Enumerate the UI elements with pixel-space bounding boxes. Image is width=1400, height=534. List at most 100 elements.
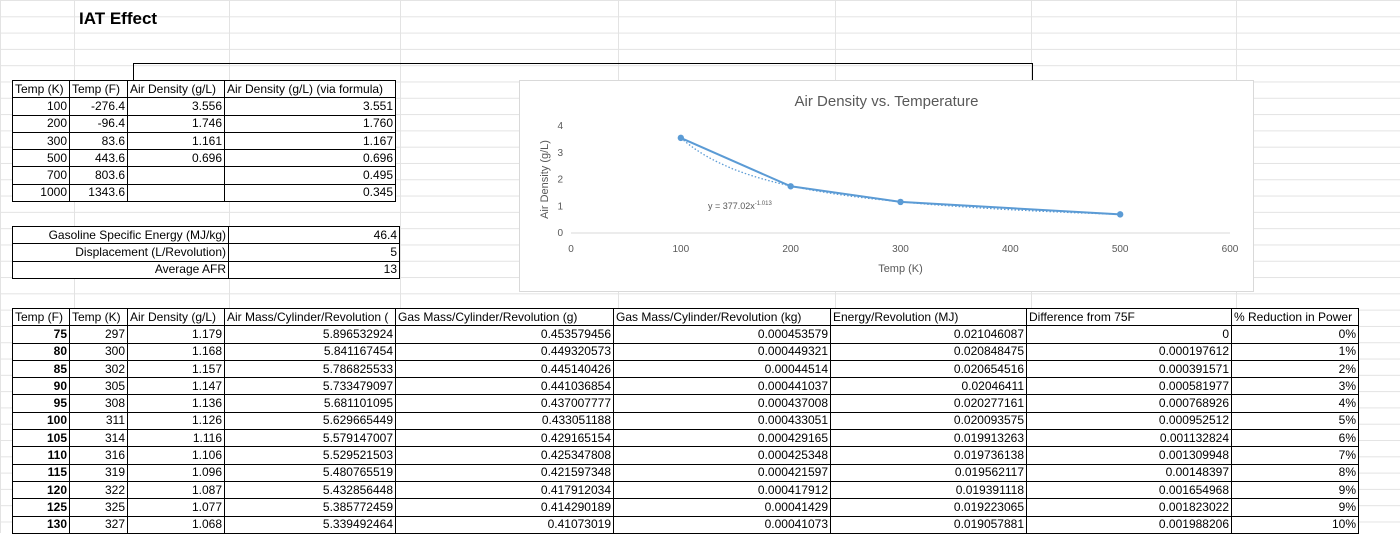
table-cell[interactable]: 1.068 (127, 515, 225, 534)
table-cell[interactable]: 297 (69, 325, 128, 344)
param-value[interactable]: 13 (228, 260, 400, 279)
table-cell[interactable]: 8% (1231, 463, 1359, 482)
header-cell[interactable]: Temp (F) (69, 79, 128, 99)
table-cell[interactable]: -96.4 (69, 114, 128, 133)
header-cell[interactable]: Air Mass/Cylinder/Revolution ( (224, 307, 396, 327)
table-cell[interactable]: 0.41073019 (395, 515, 614, 534)
table-cell[interactable]: 319 (69, 463, 128, 482)
air-density-chart[interactable]: Air Density vs. Temperature 0 100 200 300 40… (519, 80, 1254, 292)
table-cell[interactable]: 1.077 (127, 498, 225, 517)
table-cell[interactable]: 0.000425348 (613, 446, 831, 465)
table-cell[interactable]: 5.579147007 (224, 429, 396, 448)
table-cell[interactable]: 0.000421597 (613, 463, 831, 482)
table-cell[interactable] (127, 166, 225, 185)
table-cell[interactable]: 0.019736138 (830, 446, 1027, 465)
header-cell[interactable]: Energy/Revolution (MJ) (830, 307, 1027, 327)
table-cell[interactable]: 0.417912034 (395, 480, 614, 500)
table-cell[interactable]: 0.000437008 (613, 394, 831, 413)
table-cell[interactable]: 1000 (12, 183, 70, 203)
table-cell[interactable]: 5.385772459 (224, 498, 396, 517)
table-cell[interactable]: 1.147 (127, 377, 225, 396)
header-cell[interactable]: Air Density (g/L) (127, 307, 225, 327)
table-cell[interactable]: 0.00041073 (613, 515, 831, 534)
table-cell[interactable]: 0.00148397 (1026, 463, 1232, 482)
table-cell[interactable]: 6% (1231, 429, 1359, 448)
table-cell[interactable]: 3.551 (224, 97, 396, 116)
table-cell[interactable]: 9% (1231, 480, 1359, 500)
param-label[interactable]: Displacement (L/Revolution) (12, 243, 229, 262)
table-cell[interactable]: 0.001654968 (1026, 480, 1232, 500)
table-cell[interactable]: 80 (12, 342, 70, 361)
header-cell[interactable]: Temp (K) (69, 307, 128, 327)
header-cell[interactable]: Gas Mass/Cylinder/Revolution (g) (395, 307, 614, 327)
table-cell[interactable]: 0.020277161 (830, 394, 1027, 413)
table-cell[interactable]: 1.168 (127, 342, 225, 361)
table-cell[interactable]: 0% (1231, 325, 1359, 344)
table-cell[interactable]: 0.019391118 (830, 480, 1027, 500)
table-cell[interactable]: 316 (69, 446, 128, 465)
table-cell[interactable]: 0.00044514 (613, 359, 831, 379)
table-cell[interactable]: 10% (1231, 515, 1359, 534)
table-cell[interactable]: 0.437007777 (395, 394, 614, 413)
table-cell[interactable]: 0.000441037 (613, 377, 831, 396)
table-cell[interactable]: 105 (12, 429, 70, 448)
table-cell[interactable]: 90 (12, 377, 70, 396)
table-cell[interactable]: 115 (12, 463, 70, 482)
table-cell[interactable]: 1.087 (127, 480, 225, 500)
table-cell[interactable]: 322 (69, 480, 128, 500)
table-cell[interactable]: 5.786825533 (224, 359, 396, 379)
table-cell[interactable]: 0.000768926 (1026, 394, 1232, 413)
table-cell[interactable]: 5.841167454 (224, 342, 396, 361)
table-cell[interactable]: 0.020654516 (830, 359, 1027, 379)
header-cell[interactable]: Air Density (g/L) (via formula) (224, 79, 396, 99)
table-cell[interactable]: 0.000581977 (1026, 377, 1232, 396)
table-cell[interactable]: 308 (69, 394, 128, 413)
table-cell[interactable]: 5.733479097 (224, 377, 396, 396)
table-cell[interactable]: 0.020848475 (830, 342, 1027, 361)
table-cell[interactable]: 443.6 (69, 149, 128, 168)
table-cell[interactable]: 305 (69, 377, 128, 396)
table-cell[interactable]: 327 (69, 515, 128, 534)
table-cell[interactable]: 5.681101095 (224, 394, 396, 413)
table-cell[interactable]: 0.000433051 (613, 411, 831, 431)
table-cell[interactable]: 0.449320573 (395, 342, 614, 361)
table-cell[interactable]: 125 (12, 498, 70, 517)
sheet-title[interactable]: IAT Effect (79, 9, 158, 28)
table-cell[interactable]: 0.019913263 (830, 429, 1027, 448)
table-cell[interactable]: 100 (12, 97, 70, 116)
table-cell[interactable]: 5.432856448 (224, 480, 396, 500)
table-cell[interactable]: 300 (12, 131, 70, 151)
table-cell[interactable]: 0.020093575 (830, 411, 1027, 431)
table-cell[interactable]: 0.000197612 (1026, 342, 1232, 361)
table-cell[interactable]: 0.02046411 (830, 377, 1027, 396)
table-cell[interactable]: 0.000391571 (1026, 359, 1232, 379)
table-cell[interactable] (127, 183, 225, 203)
table-cell[interactable]: 83.6 (69, 131, 128, 151)
table-cell[interactable]: 0.425347808 (395, 446, 614, 465)
table-cell[interactable]: 1.157 (127, 359, 225, 379)
table-cell[interactable]: 0.001309948 (1026, 446, 1232, 465)
table-cell[interactable]: 0.021046087 (830, 325, 1027, 344)
table-cell[interactable]: 5.480765519 (224, 463, 396, 482)
table-cell[interactable]: 0.696 (127, 149, 225, 168)
table-cell[interactable]: 0.433051188 (395, 411, 614, 431)
header-cell[interactable]: Air Density (g/L) (127, 79, 225, 99)
table-cell[interactable]: 1343.6 (69, 183, 128, 203)
table-cell[interactable]: 1.760 (224, 114, 396, 133)
header-cell[interactable]: % Reduction in Power (1231, 307, 1359, 327)
table-cell[interactable]: 0.000429165 (613, 429, 831, 448)
table-cell[interactable]: 311 (69, 411, 128, 431)
table-cell[interactable]: 500 (12, 149, 70, 168)
table-cell[interactable]: 0.429165154 (395, 429, 614, 448)
table-cell[interactable]: 0.000417912 (613, 480, 831, 500)
table-cell[interactable]: 95 (12, 394, 70, 413)
table-cell[interactable]: 1.136 (127, 394, 225, 413)
table-cell[interactable]: 5.529521503 (224, 446, 396, 465)
table-cell[interactable]: 1.746 (127, 114, 225, 133)
header-cell[interactable]: Gas Mass/Cylinder/Revolution (kg) (613, 307, 831, 327)
table-cell[interactable]: 1.096 (127, 463, 225, 482)
param-label[interactable]: Average AFR (12, 260, 229, 279)
table-cell[interactable]: 0.445140426 (395, 359, 614, 379)
table-cell[interactable]: 0.421597348 (395, 463, 614, 482)
table-cell[interactable]: 0.001132824 (1026, 429, 1232, 448)
